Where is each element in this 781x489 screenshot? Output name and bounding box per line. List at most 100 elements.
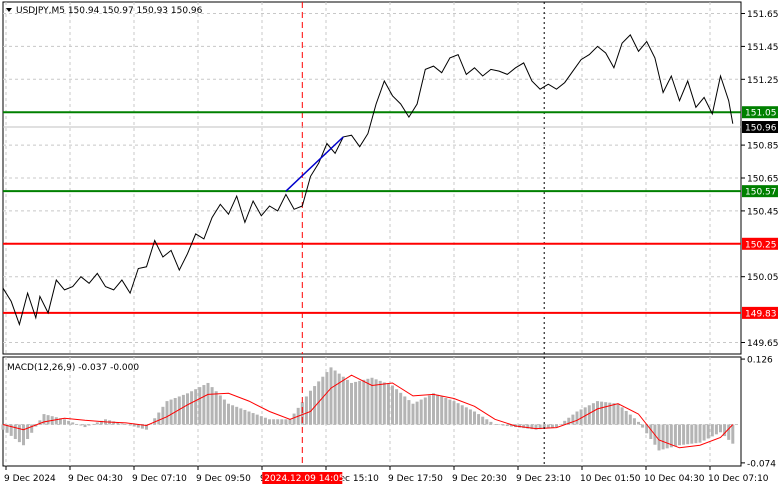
- macd-bar: [157, 412, 161, 425]
- x-tick-label: 9 Dec 09:50: [196, 474, 251, 484]
- macd-bar: [723, 424, 727, 437]
- macd-bar: [186, 393, 189, 425]
- macd-bar: [432, 393, 435, 425]
- macd-bar: [9, 424, 13, 436]
- horizontal-levels: [3, 111, 741, 314]
- macd-bar: [637, 421, 640, 425]
- macd-bar: [169, 399, 173, 425]
- macd-bar: [731, 424, 735, 444]
- macd-bar: [173, 398, 177, 425]
- macd-bar: [268, 419, 271, 425]
- macd-bar: [550, 424, 554, 428]
- macd-bar: [419, 399, 423, 425]
- macd-bar: [345, 379, 349, 425]
- macd-bar: [263, 417, 267, 425]
- macd-bar: [321, 376, 325, 425]
- macd-bar: [546, 424, 550, 429]
- macd-signal-path: [2, 374, 734, 449]
- macd-bar: [161, 406, 165, 425]
- level-label-bg: [742, 106, 778, 119]
- macd-bar: [477, 414, 481, 425]
- macd-bar: [563, 420, 567, 425]
- y-tick-label: 150.65: [747, 175, 779, 185]
- macd-signal-line: [2, 374, 734, 449]
- macd-bar: [489, 421, 493, 425]
- y-tick-label: 151.45: [747, 43, 779, 53]
- macd-bar: [136, 424, 140, 428]
- macd-bar: [177, 396, 181, 425]
- x-tick-label: 10 Dec 07:10: [708, 474, 769, 484]
- time-axis: 9 Dec 2024 9 Dec 04:30 9 Dec 07:10 9 Dec 09…: [4, 466, 769, 484]
- macd-bar: [649, 424, 653, 440]
- macd-bar: [604, 402, 608, 425]
- macd-bar: [682, 424, 686, 445]
- macd-bar: [132, 424, 136, 427]
- x-tick-label: 10 Dec 01:50: [580, 474, 641, 484]
- macd-bar: [661, 424, 665, 450]
- macd-bar: [686, 424, 690, 445]
- x-tick-label: 9 Dec 2024: [4, 474, 56, 484]
- macd-bar: [485, 419, 489, 425]
- macd-bar: [181, 394, 185, 425]
- macd-bar: [112, 421, 116, 425]
- macd-bar: [99, 420, 103, 425]
- macd-bar: [395, 389, 399, 425]
- macd-bar: [493, 424, 497, 425]
- macd-bar: [436, 394, 440, 425]
- macd-bar: [702, 424, 706, 441]
- macd-bar: [22, 424, 25, 446]
- macd-bar: [309, 390, 312, 425]
- y-tick-label: 150.85: [747, 142, 779, 152]
- macd-bar: [91, 423, 95, 425]
- macd-bar: [571, 414, 575, 425]
- macd-bar: [612, 403, 616, 425]
- macd-bar: [559, 423, 563, 425]
- x-tick-label: 9 Dec 04:30: [68, 474, 123, 484]
- macd-bar: [591, 403, 595, 425]
- macd-bar: [698, 424, 702, 443]
- macd-bar: [555, 424, 558, 428]
- macd-bar: [628, 414, 632, 425]
- macd-header: MACD(12,26,9) -0.037 -0.000: [7, 363, 139, 373]
- macd-bar: [337, 373, 341, 425]
- macd-bar: [255, 414, 259, 425]
- macd-bar: [423, 397, 427, 425]
- macd-bar: [317, 381, 321, 425]
- macd-bar: [386, 383, 390, 425]
- y-tick-label: 150.05: [747, 273, 779, 283]
- macd-bar: [407, 400, 411, 425]
- macd-bar: [538, 424, 542, 430]
- macd-bar: [452, 401, 456, 425]
- trend-line[interactable]: [285, 136, 344, 192]
- macd-bar: [714, 424, 718, 435]
- macd-bar: [694, 424, 698, 444]
- macd-bar: [391, 385, 394, 425]
- current-price-label: 150.96: [745, 124, 777, 134]
- macd-bar: [124, 424, 128, 425]
- macd-bar: [399, 392, 403, 425]
- macd-bar: [669, 424, 673, 448]
- macd-bar: [427, 395, 431, 425]
- level-label-bg: [742, 237, 778, 250]
- triangle-down-icon[interactable]: [6, 8, 12, 12]
- macd-bar: [17, 424, 21, 443]
- macd-bar: [374, 379, 378, 425]
- macd-bar: [632, 418, 636, 425]
- macd-bar: [313, 386, 317, 425]
- macd-bar: [235, 406, 239, 425]
- macd-bar: [481, 416, 485, 425]
- macd-bar: [63, 419, 66, 425]
- macd-bar: [719, 424, 722, 433]
- y-tick-label: 150.45: [747, 207, 779, 217]
- level-label-bg: [742, 185, 778, 198]
- macd-bar: [501, 424, 505, 426]
- macd-bar: [354, 381, 358, 425]
- macd-bar: [280, 419, 284, 425]
- highlighted-time-bg: [262, 472, 343, 484]
- macd-bar: [210, 387, 214, 425]
- macd-bar: [350, 382, 353, 425]
- macd-bar: [468, 409, 472, 425]
- macd-bar: [243, 409, 247, 425]
- macd-bar: [71, 422, 75, 425]
- macd-bar: [140, 424, 144, 429]
